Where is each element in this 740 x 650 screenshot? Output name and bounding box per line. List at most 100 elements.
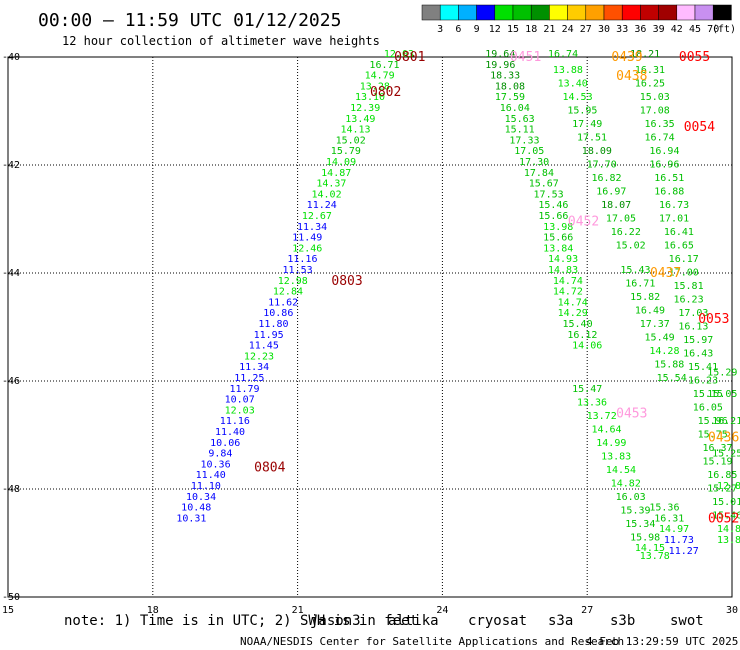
wave-height-mark: 15.36 [649, 503, 679, 514]
wave-height-mark: 15.54 [657, 373, 687, 384]
wave-height-mark: 17.00 [669, 268, 699, 279]
wave-height-mark: 17.33 [509, 135, 539, 146]
wave-height-mark: 16.17 [669, 254, 699, 265]
wave-height-mark: 13.78 [640, 551, 670, 562]
wave-height-mark: 11.62 [268, 297, 298, 308]
mission-altika: altika [388, 613, 439, 629]
y-tick-label: -48 [2, 484, 20, 495]
wave-height-mark: 16.37 [702, 443, 732, 454]
wave-height-mark: 15.46 [538, 200, 568, 211]
wave-height-mark: 17.03 [678, 308, 708, 319]
wave-height-mark: 15.43 [620, 265, 650, 276]
wave-height-mark: 16.31 [654, 513, 684, 524]
colorbar-threshold: 12 [489, 24, 501, 35]
wave-height-mark: 16.65 [664, 241, 694, 252]
colorbar-threshold: 42 [671, 24, 683, 35]
wave-height-mark: 11.34 [239, 362, 269, 373]
track-label: 0801 [394, 50, 425, 65]
wave-height-mark: 14.87 [321, 168, 351, 179]
colorbar-threshold: 36 [634, 24, 646, 35]
wave-height-mark: 10.31 [176, 513, 206, 524]
colorbar-swatch [476, 4, 496, 21]
wave-height-mark: 15.88 [654, 360, 684, 371]
wave-height-mark: 15.02 [336, 135, 366, 146]
colorbar-threshold: 3 [437, 24, 443, 35]
wave-height-mark: 16.74 [645, 133, 675, 144]
timestamp: 4 Feb 13:29:59 UTC 2025 [586, 635, 738, 648]
wave-height-mark: 17.05 [514, 146, 544, 157]
colorbar-threshold: 15 [507, 24, 519, 35]
colorbar-swatch [694, 4, 714, 21]
wave-height-mark: 14.29 [558, 308, 588, 319]
wave-height-mark: 15.66 [543, 233, 573, 244]
colorbar-swatch [512, 4, 532, 21]
track-label: 0453 [616, 406, 647, 421]
wave-height-mark: 16.03 [616, 492, 646, 503]
wave-height-mark: 11.40 [196, 470, 226, 481]
wave-height-mark: 16.13 [678, 322, 708, 333]
colorbar-swatch [494, 4, 514, 21]
wave-height-mark: 16.96 [649, 160, 679, 171]
x-axis-ticks: 15 18 21 24 27 30 [2, 605, 738, 616]
wave-height-mark: 16.04 [500, 103, 530, 114]
colorbar-threshold: 6 [455, 24, 461, 35]
wave-height-mark: 11.53 [283, 265, 313, 276]
plot-frame [7, 56, 733, 598]
wave-height-mark: 14.99 [596, 438, 626, 449]
wave-height-mark: 11.16 [220, 416, 250, 427]
track-label: 0055 [679, 50, 710, 65]
track-labels: 0801 0802 0803 0804 0451 0452 0453 0439 0438 0437… [254, 50, 739, 527]
wave-height-mark: 12.67 [302, 211, 332, 222]
colorbar-swatch [567, 4, 587, 21]
wave-height-mark: 16.43 [683, 349, 713, 360]
track-label: 0439 [611, 50, 642, 65]
wave-height-mark: 10.36 [200, 459, 230, 470]
track-label: 0436 [708, 431, 739, 446]
wave-height-mark: 16.05 [693, 403, 723, 414]
wave-height-mark: 11.34 [297, 222, 327, 233]
colorbar-swatch [676, 4, 696, 21]
wave-height-mark: 17.30 [519, 157, 549, 168]
wave-height-mark: 12.46 [292, 243, 322, 254]
wave-height-mark: 12.98 [278, 276, 308, 287]
wave-height-mark: 11.40 [215, 427, 245, 438]
colorbar-threshold: 39 [653, 24, 665, 35]
x-tick-label: 30 [726, 605, 738, 616]
wave-height-mark: 16.23 [688, 376, 718, 387]
wave-height-mark: 16.23 [674, 295, 704, 306]
wave-height-mark: 14.74 [558, 297, 588, 308]
wave-height-mark: 17.49 [572, 119, 602, 130]
chart-title: 00:00 – 11:59 UTC 01/12/2025 [38, 10, 341, 31]
wave-height-mark: 15.66 [538, 211, 568, 222]
wave-height-mark: 11.25 [234, 373, 264, 384]
colorbar-threshold: 24 [562, 24, 574, 35]
wave-height-mark: 17.70 [587, 160, 617, 171]
colorbar-unit: (ft) [712, 24, 736, 35]
colorbar-legend: 3 6 9 12 15 18 21 24 27 30 33 36 39 42 45 70 [421, 4, 732, 35]
satellite-passes: 12.0316.7114.7913.2813.1012.3913.4914.13… [176, 49, 740, 562]
colorbar-threshold: 33 [616, 24, 628, 35]
track-label: 0052 [708, 512, 739, 527]
wave-height-mark: 15.34 [625, 519, 655, 530]
wave-height-mark: 14.64 [591, 424, 621, 435]
mission-legend: jason3 altika cryosat s3a s3b swot [310, 613, 704, 629]
mission-cryosat: cryosat [468, 613, 527, 629]
wave-height-mark: 16.71 [369, 60, 399, 71]
wave-height-mark: 16.49 [635, 306, 665, 317]
wave-height-mark: 14.79 [365, 71, 395, 82]
pass-altika_pass: 16.74 13.88 13.40 14.53 15.95 17.49 17.51 18.09… [548, 49, 687, 384]
wave-height-mark: 13.98 [543, 222, 573, 233]
track-label: 0804 [254, 460, 285, 475]
wave-height-mark: 14.83 [548, 265, 578, 276]
wave-height-mark: 18.07 [601, 200, 631, 211]
wave-height-mark: 11.45 [249, 341, 279, 352]
wave-height-mark: 15.97 [683, 335, 713, 346]
wave-height-mark: 14.72 [553, 287, 583, 298]
colorbar-swatch [458, 4, 477, 21]
wave-height-mark: 13.72 [587, 411, 617, 422]
wave-height-mark: 11.79 [229, 384, 259, 395]
wave-height-mark: 14.09 [326, 157, 356, 168]
wave-height-mark: 15.41 [688, 362, 718, 373]
wave-height-mark: 10.86 [263, 308, 293, 319]
wave-height-mark: 15.96 [698, 416, 728, 427]
